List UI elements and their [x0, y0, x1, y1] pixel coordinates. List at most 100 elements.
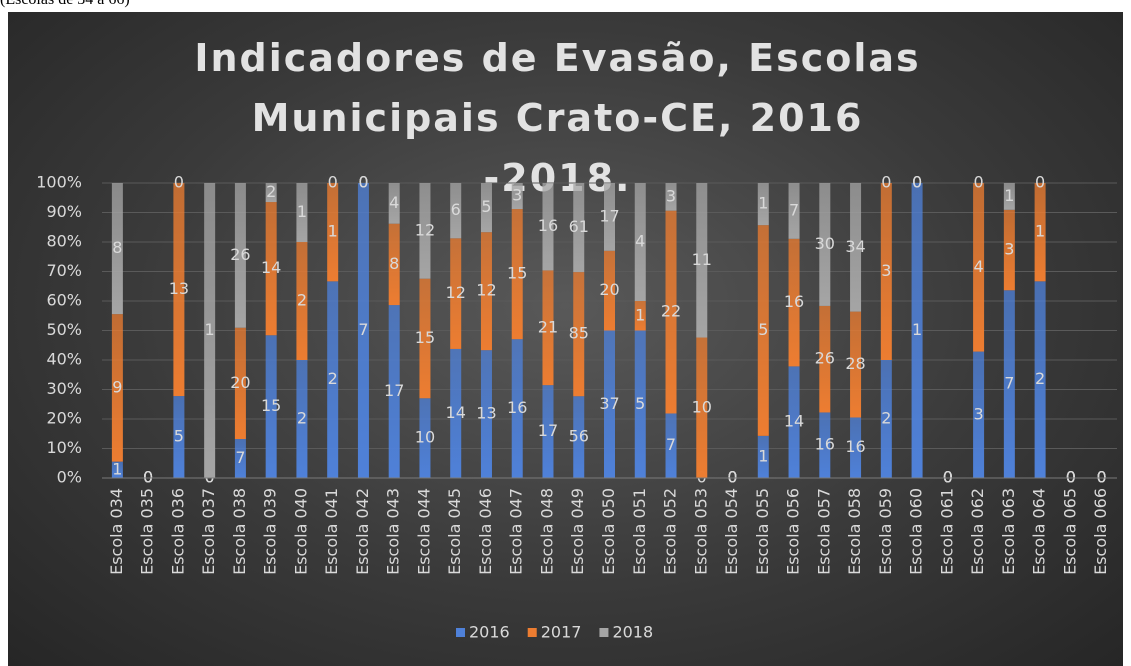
- data-label: 2: [266, 182, 276, 201]
- bar-segment: [234, 327, 246, 440]
- data-label: 4: [389, 193, 399, 212]
- bar-segment: [480, 350, 492, 478]
- data-label: 5: [174, 427, 184, 446]
- y-tick-label: 10%: [46, 438, 82, 457]
- bar-segment: [634, 183, 646, 301]
- bar-segment: [388, 183, 400, 224]
- data-label: 1: [1035, 222, 1045, 241]
- bar-segment: [265, 202, 277, 336]
- bar-segment: [665, 210, 677, 414]
- data-label: 1: [297, 202, 307, 221]
- data-label: 7: [666, 435, 676, 454]
- bar-segment: [604, 250, 615, 331]
- x-tick-label: Escola 059: [876, 488, 895, 575]
- bar-segment: [696, 183, 708, 338]
- data-label: 2: [297, 409, 307, 428]
- data-label: 0: [881, 173, 891, 192]
- data-label: 0: [727, 468, 737, 487]
- data-label: 0: [912, 173, 922, 192]
- x-tick-label: Escola 039: [261, 488, 280, 575]
- data-label: 30: [815, 234, 835, 253]
- bar-segment: [511, 183, 523, 210]
- bar-segment: [696, 337, 708, 478]
- data-label: 0: [973, 173, 983, 192]
- data-label: 1: [912, 320, 922, 339]
- bar-segment: [296, 242, 308, 360]
- x-tick-label: Escola 053: [691, 488, 710, 575]
- data-label: 2: [297, 291, 307, 310]
- legend-swatch: [527, 628, 537, 637]
- data-label: 14: [784, 412, 804, 431]
- bar-segment: [911, 183, 923, 478]
- x-tick-label: Escola 048: [537, 488, 556, 575]
- data-label: 8: [112, 238, 122, 257]
- x-tick-label: Escola 055: [753, 488, 772, 575]
- data-label: 0: [358, 173, 368, 192]
- data-label: 0: [1066, 468, 1076, 487]
- x-tick-label: Escola 050: [599, 488, 618, 575]
- x-tick-label: Escola 043: [384, 488, 403, 575]
- data-label: 3: [666, 186, 676, 205]
- bar-segment: [819, 305, 831, 413]
- bar-segment: [880, 183, 892, 360]
- data-label: 17: [538, 421, 558, 440]
- data-label: 4: [635, 232, 645, 251]
- data-label: 22: [661, 302, 681, 321]
- data-label: 10: [415, 428, 435, 447]
- bar-segment: [573, 183, 585, 273]
- data-label: 0: [328, 173, 338, 192]
- data-label: 5: [481, 197, 491, 216]
- chart-title: Indicadores de Evasão, Escolas Municipai…: [194, 36, 921, 200]
- data-label: 12: [446, 283, 466, 302]
- x-tick-label: Escola 052: [661, 488, 680, 575]
- x-tick-label: Escola 034: [107, 488, 126, 575]
- bar-segment: [665, 413, 677, 478]
- bar-segment: [634, 301, 646, 331]
- data-label: 56: [569, 427, 589, 446]
- y-tick-label: 90%: [46, 202, 82, 221]
- bar-segment: [480, 232, 492, 351]
- x-tick-label: Escola 056: [784, 488, 803, 575]
- data-label: 0: [943, 468, 953, 487]
- bar-segment: [265, 335, 277, 478]
- data-label: 13: [476, 404, 496, 423]
- bar-segment: [973, 183, 985, 352]
- bar-segment: [234, 183, 246, 328]
- x-tick-label: Escola 063: [999, 488, 1018, 575]
- data-label: 85: [569, 324, 589, 343]
- x-tick-label: Escola 035: [138, 488, 157, 575]
- x-tick-label: Escola 064: [1030, 488, 1049, 575]
- data-label: 11: [692, 250, 712, 269]
- y-tick-label: 70%: [46, 261, 82, 280]
- bar-segment: [419, 183, 431, 279]
- y-tick-label: 40%: [46, 350, 82, 369]
- x-tick-label: Escola 045: [445, 488, 464, 575]
- data-label: 4: [973, 257, 983, 276]
- bar-segment: [850, 311, 862, 418]
- data-label: 1: [328, 222, 338, 241]
- data-label: 15: [261, 396, 281, 415]
- data-label: 7: [358, 320, 368, 339]
- x-tick-label: Escola 044: [414, 488, 433, 575]
- data-label: 5: [635, 394, 645, 413]
- bar-segment: [880, 360, 892, 478]
- data-label: 0: [727, 468, 737, 487]
- bar-segment: [419, 278, 431, 399]
- x-tick-label: Escola 037: [199, 488, 218, 575]
- bar-segment: [757, 435, 769, 478]
- data-label: 7: [1004, 374, 1014, 393]
- data-label: 5: [758, 320, 768, 339]
- data-label: 26: [815, 349, 835, 368]
- bar-segment: [573, 396, 585, 478]
- data-label: 34: [845, 237, 865, 256]
- bar-segment: [1003, 209, 1015, 291]
- data-label: 0: [358, 173, 368, 192]
- bar-segment: [788, 238, 800, 367]
- legend-swatch: [456, 628, 465, 637]
- data-label: 16: [538, 216, 558, 235]
- bar-segment: [388, 305, 400, 478]
- legend-swatch: [599, 628, 609, 637]
- data-label: 0: [1066, 468, 1076, 487]
- data-label: 8: [389, 254, 399, 273]
